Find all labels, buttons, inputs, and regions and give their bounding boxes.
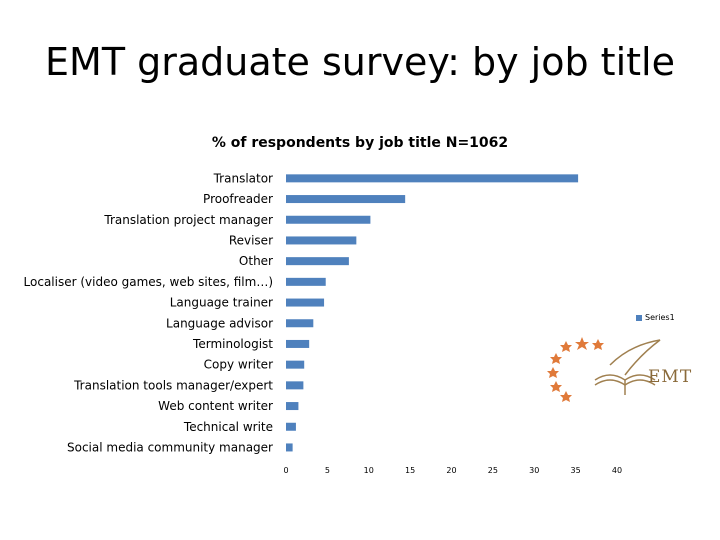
bar — [286, 402, 299, 411]
logo-stars — [547, 337, 604, 402]
category-label: Localiser (video games, web sites, film…… — [24, 275, 273, 289]
category-label: Web content writer — [158, 399, 273, 413]
bar — [286, 195, 406, 204]
x-tick-labels: 0 5 10 15 20 25 30 35 40 — [283, 466, 622, 475]
bar — [286, 277, 326, 286]
bar — [286, 174, 579, 183]
category-label: Translation project manager — [103, 213, 273, 227]
category-label: Translator — [213, 171, 273, 185]
category-label: Reviser — [229, 233, 273, 247]
bar — [286, 236, 357, 245]
slide-title: EMT graduate survey: by job title — [45, 40, 675, 84]
category-label: Other — [239, 254, 273, 268]
bar — [286, 443, 293, 452]
logo-book — [594, 339, 661, 395]
category-labels: Translator Proofreader Translation project… — [24, 171, 274, 454]
legend-label: Series1 — [645, 313, 675, 322]
bar — [286, 339, 310, 348]
logo-text: EMT — [648, 367, 692, 387]
category-label: Language trainer — [170, 296, 273, 310]
bar — [286, 422, 296, 431]
bar — [286, 298, 325, 307]
emt-logo: EMT — [547, 337, 692, 402]
x-tick-label: 30 — [529, 466, 539, 475]
category-label: Copy writer — [204, 358, 273, 372]
category-label: Terminologist — [192, 337, 273, 351]
legend-swatch — [636, 314, 642, 321]
category-label: Translation tools manager/expert — [73, 378, 273, 392]
chart-title: % of respondents by job title N=1062 — [211, 135, 509, 151]
bar — [286, 319, 314, 328]
legend: Series1 — [636, 313, 675, 322]
bar — [286, 381, 304, 390]
category-label: Language advisor — [166, 316, 273, 330]
bar — [286, 257, 349, 266]
category-label: Technical write — [183, 420, 273, 434]
category-label: Proofreader — [203, 192, 273, 206]
x-tick-label: 25 — [488, 466, 498, 475]
x-tick-label: 0 — [283, 466, 288, 475]
bar — [286, 360, 305, 369]
category-label: Social media community manager — [67, 440, 273, 454]
x-tick-label: 35 — [571, 466, 581, 475]
x-tick-label: 20 — [446, 466, 456, 475]
x-tick-label: 10 — [364, 466, 374, 475]
bars-group — [286, 174, 579, 452]
bar — [286, 215, 371, 224]
x-tick-label: 40 — [612, 466, 622, 475]
x-tick-label: 5 — [325, 466, 330, 475]
x-tick-label: 15 — [405, 466, 415, 475]
